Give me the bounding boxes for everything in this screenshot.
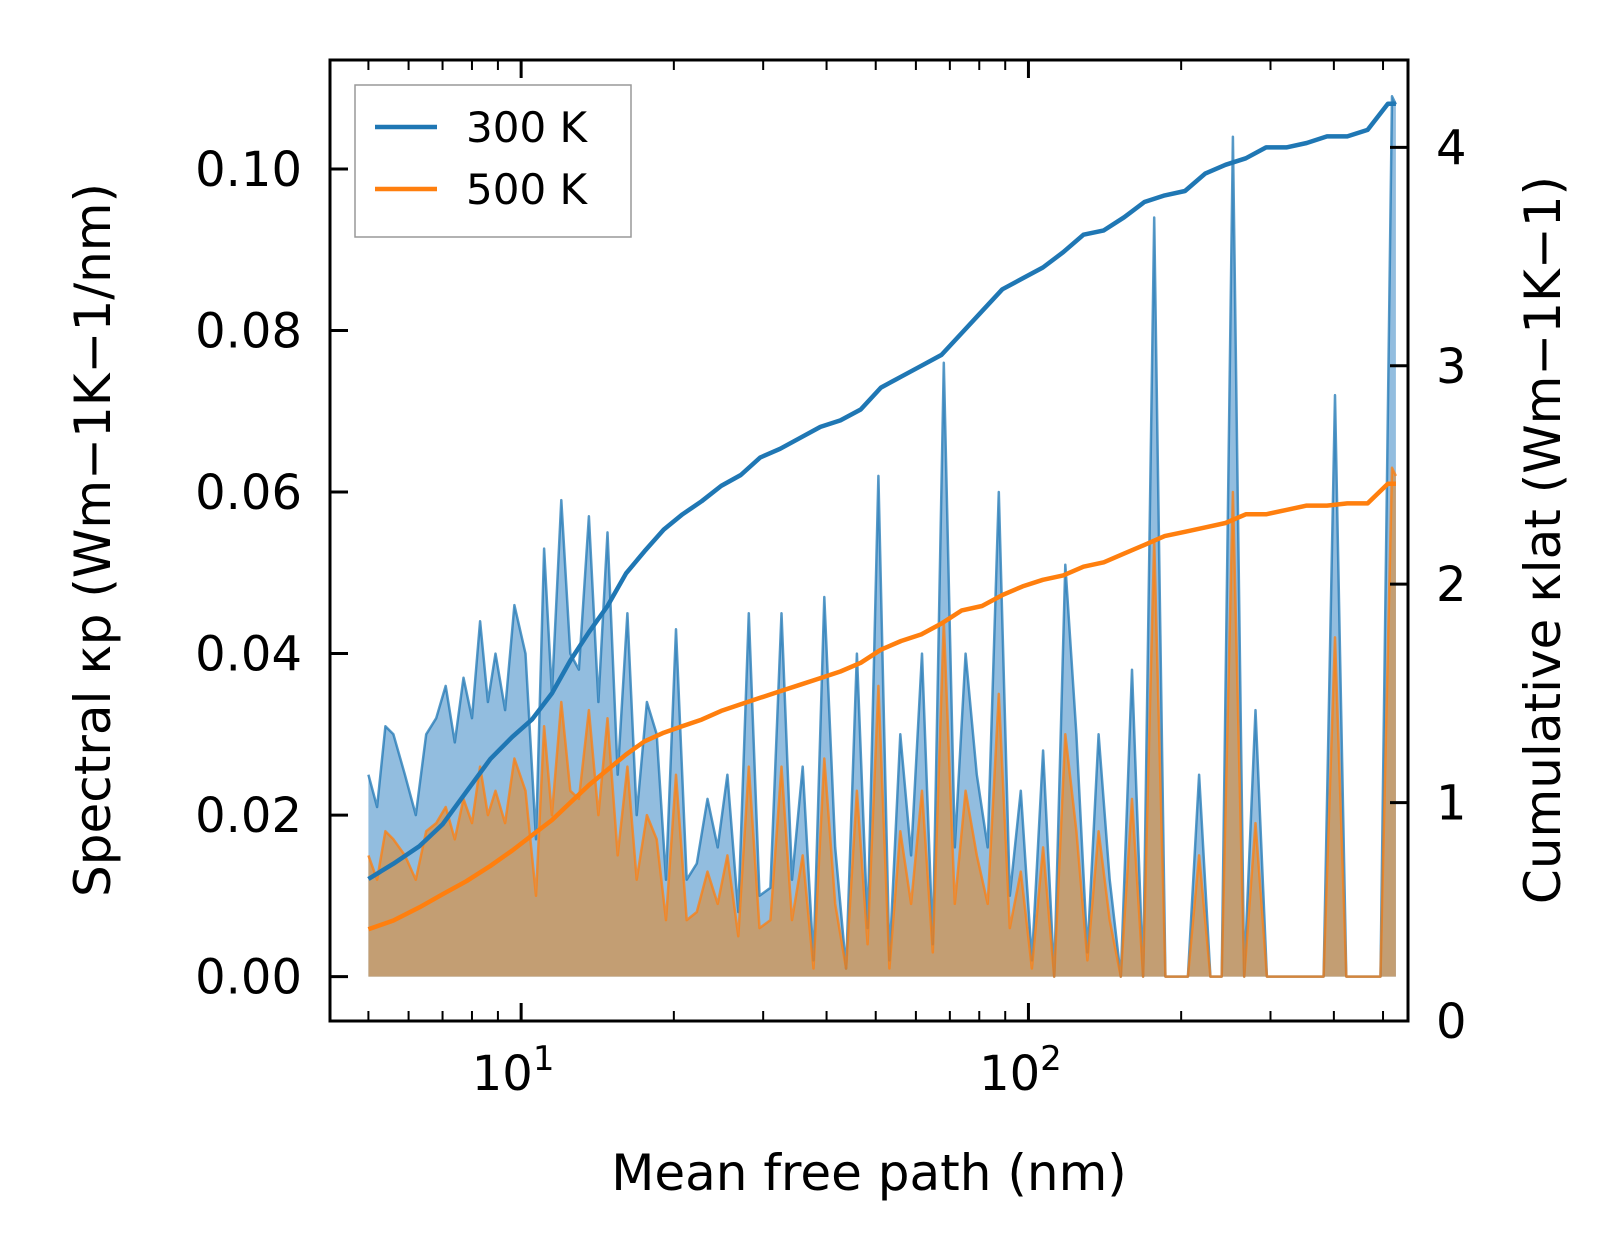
y-right-tick-label: 0 <box>1436 994 1467 1050</box>
y-left-tick-label: 0.02 <box>195 788 302 844</box>
x-tick-label: 102 <box>979 1039 1062 1102</box>
y-left-tick-label: 0.10 <box>195 142 302 198</box>
y-left-tick-label: 0.00 <box>195 950 302 1006</box>
y-right-tick-label: 4 <box>1436 120 1467 176</box>
cumulative-line-500k <box>367 481 1396 932</box>
y-right-tick-label: 2 <box>1436 557 1467 613</box>
y-left-tick-label: 0.04 <box>195 627 302 683</box>
spectral-line-500k <box>367 466 1398 978</box>
y-left-tick-label: 0.08 <box>195 304 302 360</box>
x-tick-label: 101 <box>472 1039 555 1102</box>
cumulative-lines <box>367 101 1396 932</box>
legend-label-300k: 300 K <box>466 103 589 152</box>
x-axis-label: Mean free path (nm) <box>611 1144 1127 1202</box>
y-left-tick-label: 0.06 <box>195 465 302 521</box>
y-axis-left-label: Spectral κp (Wm−1K−1/nm) <box>64 183 122 897</box>
legend-box <box>354 84 632 238</box>
spectral-lines <box>367 95 1398 978</box>
y-axis-right-label: Cumulative κlat (Wm−1K−1) <box>1514 176 1572 904</box>
cumulative-line-300k <box>367 101 1396 881</box>
plot-frame <box>328 58 1410 1023</box>
legend-label-500k: 500 K <box>466 165 589 214</box>
y-right-tick-label: 3 <box>1436 339 1467 395</box>
spectral-fill-500k <box>368 467 1396 977</box>
axis-ticks: 0.00 0.02 0.04 0.06 0.08 0.10 0 1 2 3 4 101 102 <box>195 60 1467 1102</box>
y-right-tick-label: 1 <box>1436 776 1467 832</box>
legend: 300 K 500 K <box>354 84 632 238</box>
